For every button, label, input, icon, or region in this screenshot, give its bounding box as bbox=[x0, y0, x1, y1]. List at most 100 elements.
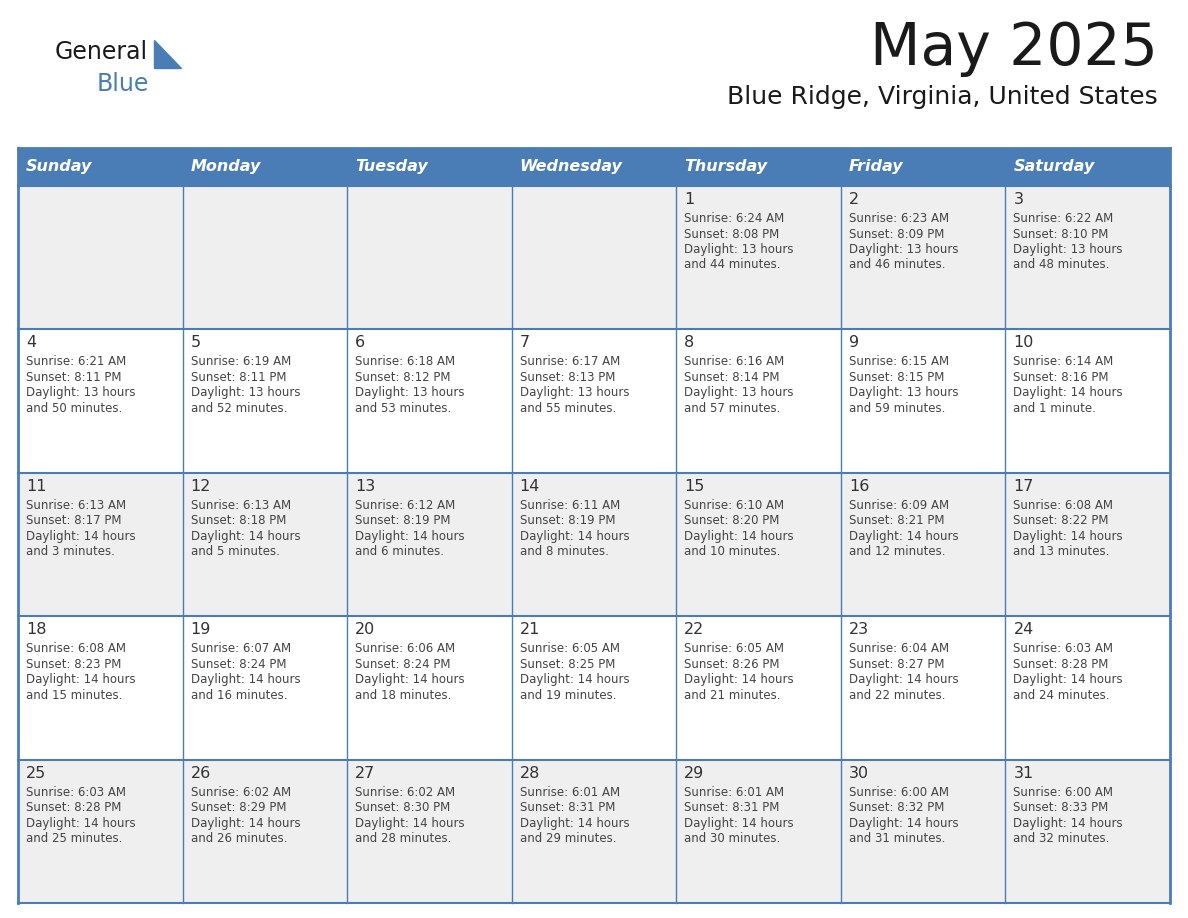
Text: Sunrise: 6:05 AM: Sunrise: 6:05 AM bbox=[684, 643, 784, 655]
Text: Sunset: 8:14 PM: Sunset: 8:14 PM bbox=[684, 371, 779, 384]
Text: Sunset: 8:16 PM: Sunset: 8:16 PM bbox=[1013, 371, 1108, 384]
Text: Sunrise: 6:24 AM: Sunrise: 6:24 AM bbox=[684, 212, 784, 225]
Text: Sunrise: 6:06 AM: Sunrise: 6:06 AM bbox=[355, 643, 455, 655]
Bar bbox=[183, 148, 347, 186]
Bar bbox=[347, 186, 512, 330]
Text: Saturday: Saturday bbox=[1013, 160, 1094, 174]
Text: Sunset: 8:21 PM: Sunset: 8:21 PM bbox=[849, 514, 944, 527]
Text: Sunrise: 6:18 AM: Sunrise: 6:18 AM bbox=[355, 355, 455, 368]
Text: and 12 minutes.: and 12 minutes. bbox=[849, 545, 946, 558]
Text: and 24 minutes.: and 24 minutes. bbox=[1013, 688, 1110, 701]
Text: 31: 31 bbox=[1013, 766, 1034, 780]
Text: and 44 minutes.: and 44 minutes. bbox=[684, 259, 781, 272]
Text: Sunrise: 6:10 AM: Sunrise: 6:10 AM bbox=[684, 498, 784, 512]
Bar bbox=[18, 330, 183, 473]
Text: 1: 1 bbox=[684, 192, 695, 207]
Text: Sunrise: 6:00 AM: Sunrise: 6:00 AM bbox=[1013, 786, 1113, 799]
Text: Sunset: 8:23 PM: Sunset: 8:23 PM bbox=[26, 657, 121, 671]
Text: 8: 8 bbox=[684, 335, 695, 351]
Bar bbox=[1005, 148, 1170, 186]
Bar bbox=[1005, 186, 1170, 330]
Text: Daylight: 14 hours: Daylight: 14 hours bbox=[519, 673, 630, 686]
Text: and 6 minutes.: and 6 minutes. bbox=[355, 545, 444, 558]
Text: and 46 minutes.: and 46 minutes. bbox=[849, 259, 946, 272]
Bar bbox=[183, 473, 347, 616]
Text: 19: 19 bbox=[190, 622, 211, 637]
Text: Sunrise: 6:01 AM: Sunrise: 6:01 AM bbox=[519, 786, 620, 799]
Text: Sunset: 8:31 PM: Sunset: 8:31 PM bbox=[519, 801, 615, 814]
Bar bbox=[347, 330, 512, 473]
Text: and 13 minutes.: and 13 minutes. bbox=[1013, 545, 1110, 558]
Text: Sunday: Sunday bbox=[26, 160, 93, 174]
Bar bbox=[676, 330, 841, 473]
Text: 5: 5 bbox=[190, 335, 201, 351]
Text: and 19 minutes.: and 19 minutes. bbox=[519, 688, 617, 701]
Text: Monday: Monday bbox=[190, 160, 261, 174]
Text: 14: 14 bbox=[519, 479, 541, 494]
Text: Sunset: 8:28 PM: Sunset: 8:28 PM bbox=[26, 801, 121, 814]
Bar bbox=[512, 759, 676, 903]
Bar bbox=[512, 148, 676, 186]
Text: Friday: Friday bbox=[849, 160, 904, 174]
Text: Daylight: 14 hours: Daylight: 14 hours bbox=[684, 530, 794, 543]
Text: Daylight: 13 hours: Daylight: 13 hours bbox=[849, 243, 959, 256]
Text: 6: 6 bbox=[355, 335, 365, 351]
Text: Daylight: 14 hours: Daylight: 14 hours bbox=[190, 817, 301, 830]
Text: Sunrise: 6:08 AM: Sunrise: 6:08 AM bbox=[1013, 498, 1113, 512]
Text: Sunrise: 6:02 AM: Sunrise: 6:02 AM bbox=[355, 786, 455, 799]
Text: 7: 7 bbox=[519, 335, 530, 351]
Bar bbox=[512, 186, 676, 330]
Text: Daylight: 14 hours: Daylight: 14 hours bbox=[849, 673, 959, 686]
Text: Sunrise: 6:21 AM: Sunrise: 6:21 AM bbox=[26, 355, 126, 368]
Bar bbox=[676, 616, 841, 759]
Text: Sunrise: 6:00 AM: Sunrise: 6:00 AM bbox=[849, 786, 949, 799]
Text: 29: 29 bbox=[684, 766, 704, 780]
Text: 25: 25 bbox=[26, 766, 46, 780]
Text: Daylight: 13 hours: Daylight: 13 hours bbox=[684, 386, 794, 399]
Text: and 10 minutes.: and 10 minutes. bbox=[684, 545, 781, 558]
Text: Sunset: 8:11 PM: Sunset: 8:11 PM bbox=[26, 371, 121, 384]
Text: 11: 11 bbox=[26, 479, 46, 494]
Text: and 25 minutes.: and 25 minutes. bbox=[26, 832, 122, 845]
Text: Blue Ridge, Virginia, United States: Blue Ridge, Virginia, United States bbox=[727, 85, 1158, 109]
Text: Sunset: 8:30 PM: Sunset: 8:30 PM bbox=[355, 801, 450, 814]
Text: Sunset: 8:26 PM: Sunset: 8:26 PM bbox=[684, 657, 779, 671]
Text: Daylight: 14 hours: Daylight: 14 hours bbox=[849, 530, 959, 543]
Text: Sunset: 8:19 PM: Sunset: 8:19 PM bbox=[519, 514, 615, 527]
Bar bbox=[347, 148, 512, 186]
Text: and 32 minutes.: and 32 minutes. bbox=[1013, 832, 1110, 845]
Text: Sunset: 8:22 PM: Sunset: 8:22 PM bbox=[1013, 514, 1108, 527]
Bar bbox=[676, 186, 841, 330]
Text: Sunset: 8:13 PM: Sunset: 8:13 PM bbox=[519, 371, 615, 384]
Bar bbox=[347, 473, 512, 616]
Text: Sunset: 8:33 PM: Sunset: 8:33 PM bbox=[1013, 801, 1108, 814]
Text: Sunset: 8:08 PM: Sunset: 8:08 PM bbox=[684, 228, 779, 241]
Bar bbox=[841, 330, 1005, 473]
Text: Sunrise: 6:16 AM: Sunrise: 6:16 AM bbox=[684, 355, 784, 368]
Text: Daylight: 14 hours: Daylight: 14 hours bbox=[355, 530, 465, 543]
Text: Sunset: 8:24 PM: Sunset: 8:24 PM bbox=[190, 657, 286, 671]
Text: Sunrise: 6:14 AM: Sunrise: 6:14 AM bbox=[1013, 355, 1113, 368]
Text: and 48 minutes.: and 48 minutes. bbox=[1013, 259, 1110, 272]
Text: Sunset: 8:20 PM: Sunset: 8:20 PM bbox=[684, 514, 779, 527]
Text: Daylight: 13 hours: Daylight: 13 hours bbox=[355, 386, 465, 399]
Text: and 8 minutes.: and 8 minutes. bbox=[519, 545, 608, 558]
Bar bbox=[512, 616, 676, 759]
Bar bbox=[183, 759, 347, 903]
Bar bbox=[676, 148, 841, 186]
Text: Sunset: 8:17 PM: Sunset: 8:17 PM bbox=[26, 514, 121, 527]
Text: Sunrise: 6:08 AM: Sunrise: 6:08 AM bbox=[26, 643, 126, 655]
Text: 22: 22 bbox=[684, 622, 704, 637]
Text: Sunrise: 6:03 AM: Sunrise: 6:03 AM bbox=[26, 786, 126, 799]
Text: Sunrise: 6:12 AM: Sunrise: 6:12 AM bbox=[355, 498, 455, 512]
Text: Sunset: 8:32 PM: Sunset: 8:32 PM bbox=[849, 801, 944, 814]
Text: and 30 minutes.: and 30 minutes. bbox=[684, 832, 781, 845]
Text: Daylight: 14 hours: Daylight: 14 hours bbox=[519, 817, 630, 830]
Text: Daylight: 14 hours: Daylight: 14 hours bbox=[1013, 673, 1123, 686]
Text: and 53 minutes.: and 53 minutes. bbox=[355, 402, 451, 415]
Text: Sunrise: 6:05 AM: Sunrise: 6:05 AM bbox=[519, 643, 620, 655]
Bar bbox=[18, 473, 183, 616]
Text: Sunset: 8:10 PM: Sunset: 8:10 PM bbox=[1013, 228, 1108, 241]
Text: Sunrise: 6:13 AM: Sunrise: 6:13 AM bbox=[26, 498, 126, 512]
Text: 15: 15 bbox=[684, 479, 704, 494]
